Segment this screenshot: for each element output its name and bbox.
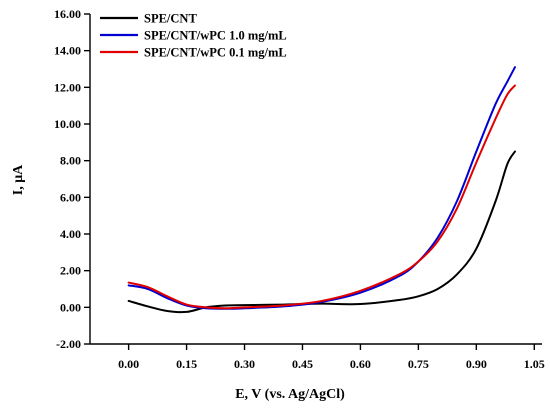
y-tick-label: 14.00 xyxy=(54,44,81,58)
x-tick-label: 0.60 xyxy=(350,357,371,371)
y-ticks: -2.00 0.00 2.00 4.00 6.00 8.00 10.00 12.00 14.00… xyxy=(54,7,90,351)
series-line-2 xyxy=(127,66,516,310)
y-tick-label: -2.00 xyxy=(56,337,81,351)
legend-label: SPE/CNT/wPC 0.1 mg/mL xyxy=(144,46,287,60)
y-tick-label: 10.00 xyxy=(54,117,81,131)
series-line-1 xyxy=(127,150,516,314)
x-tick-label: 0.30 xyxy=(234,357,255,371)
x-tick-label: 0.90 xyxy=(466,357,487,371)
y-tick-label: 4.00 xyxy=(60,227,81,241)
y-tick-label: 2.00 xyxy=(60,264,81,278)
x-tick-label: 1.05 xyxy=(524,357,545,371)
y-tick-label: 8.00 xyxy=(60,154,81,168)
x-tick-label: 0.15 xyxy=(176,357,197,371)
y-axis-title: I, μA xyxy=(11,164,26,195)
series-lines xyxy=(127,66,516,314)
x-axis-title: E, V (vs. Ag/AgCl) xyxy=(235,387,345,402)
y-tick-label: 12.00 xyxy=(54,80,81,94)
x-tick-label: 0.45 xyxy=(292,357,313,371)
y-tick-label: 6.00 xyxy=(60,190,81,204)
x-tick-label: 0.00 xyxy=(118,357,139,371)
y-tick-label: 16.00 xyxy=(54,7,81,21)
legend: SPE/CNT SPE/CNT/wPC 1.0 mg/mL SPE/CNT/wPC … xyxy=(100,12,287,60)
x-ticks: 0.00 0.15 0.30 0.45 0.60 0.75 0.90 1.05 xyxy=(118,344,545,371)
y-tick-label: 0.00 xyxy=(60,300,81,314)
legend-label: SPE/CNT/wPC 1.0 mg/mL xyxy=(144,29,287,43)
series-line-3 xyxy=(127,84,516,310)
x-tick-label: 0.75 xyxy=(408,357,429,371)
axes xyxy=(89,14,542,345)
legend-label: SPE/CNT xyxy=(144,12,197,26)
